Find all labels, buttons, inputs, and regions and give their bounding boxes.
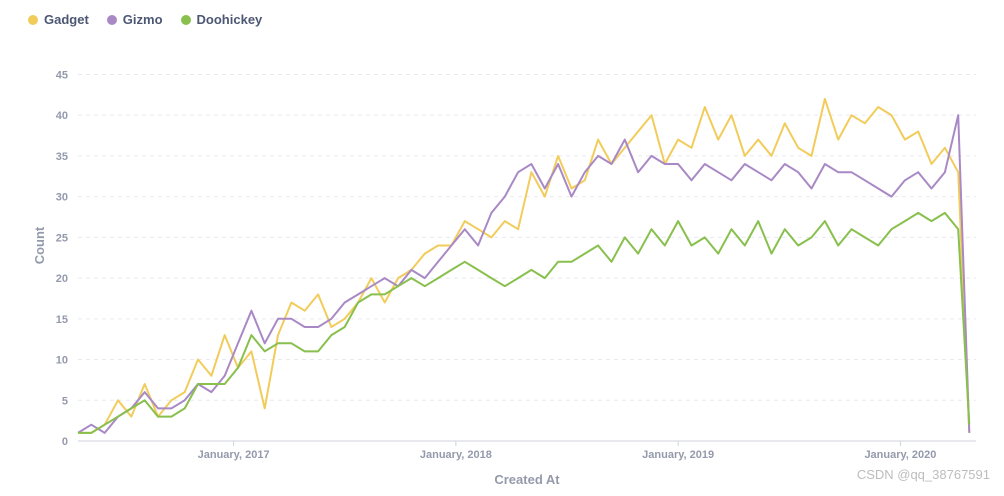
legend-item-gadget[interactable]: Gadget xyxy=(28,12,89,27)
series-line-gadget[interactable] xyxy=(78,97,971,434)
y-tick-label: 10 xyxy=(56,355,68,367)
y-tick-label: 0 xyxy=(62,436,68,448)
y-tick-label: 35 xyxy=(56,151,68,163)
y-axis-label: Count xyxy=(32,226,47,264)
series-line-gizmo[interactable] xyxy=(77,114,971,434)
x-axis-label: Created At xyxy=(494,472,560,487)
y-tick-label: 5 xyxy=(62,395,68,407)
y-tick-label: 20 xyxy=(56,273,68,285)
series-line-doohickey[interactable] xyxy=(78,211,971,434)
y-tick-label: 45 xyxy=(56,69,68,81)
y-tick-label: 15 xyxy=(56,314,68,326)
series-lines xyxy=(77,97,971,434)
chart-grid xyxy=(78,73,976,401)
legend-label-gadget: Gadget xyxy=(44,12,89,27)
legend-dot-gadget xyxy=(28,14,38,25)
watermark: CSDN @qq_38767591 xyxy=(856,467,990,482)
chart-legend: Gadget Gizmo Doohickey xyxy=(28,12,262,27)
x-tick-label: January, 2019 xyxy=(642,449,714,461)
y-tick-label: 25 xyxy=(56,232,68,244)
x-tick-label: January, 2020 xyxy=(864,449,936,461)
x-tick-label: January, 2017 xyxy=(198,449,270,461)
y-tick-label: 40 xyxy=(56,110,68,122)
y-tick-label: 30 xyxy=(56,192,68,204)
legend-dot-doohickey xyxy=(180,14,191,25)
x-tick-label: January, 2018 xyxy=(420,449,492,461)
legend-item-gizmo[interactable]: Gizmo xyxy=(106,12,163,27)
y-axis-ticks: 0 5 10 15 20 25 30 35 40 45 xyxy=(56,69,68,448)
x-axis-ticks: January, 2017 January, 2018 January, 2019 J… xyxy=(198,441,936,461)
legend-dot-gizmo xyxy=(106,14,117,25)
legend-item-doohickey[interactable]: Doohickey xyxy=(180,12,263,27)
legend-label-gizmo: Gizmo xyxy=(122,12,163,27)
legend-label-doohickey: Doohickey xyxy=(196,12,263,27)
